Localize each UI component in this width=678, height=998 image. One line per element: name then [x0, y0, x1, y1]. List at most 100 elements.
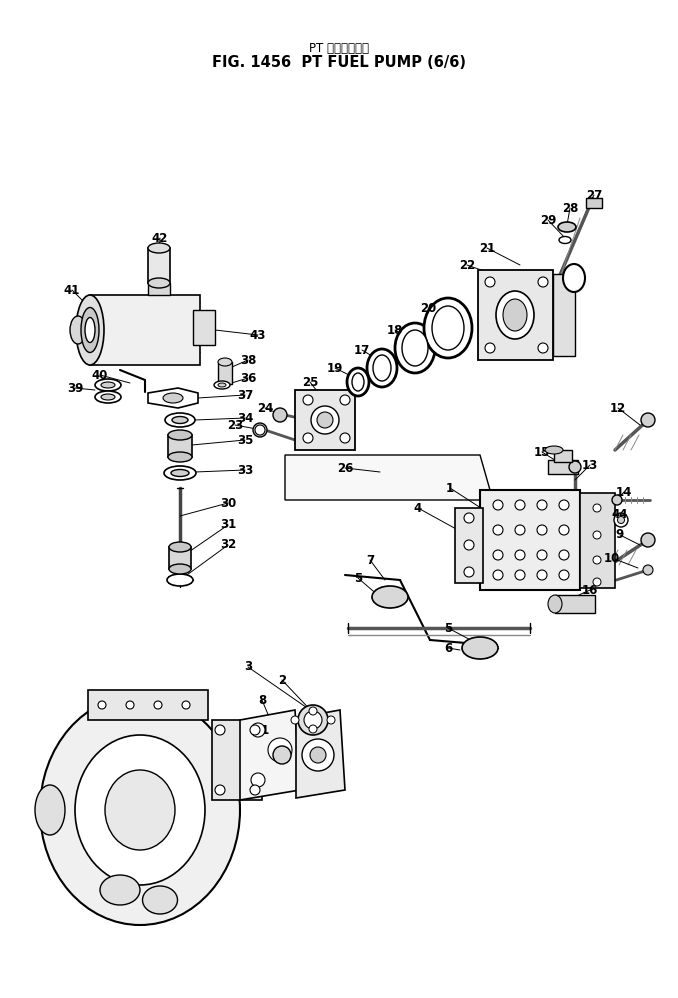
Circle shape: [559, 570, 569, 580]
Ellipse shape: [169, 542, 191, 552]
Text: 17: 17: [354, 343, 370, 356]
Ellipse shape: [317, 412, 333, 428]
Circle shape: [493, 500, 503, 510]
Circle shape: [464, 567, 474, 577]
Ellipse shape: [298, 705, 328, 735]
Text: 33: 33: [237, 463, 253, 476]
Text: 36: 36: [240, 371, 256, 384]
Ellipse shape: [402, 330, 428, 366]
Circle shape: [537, 525, 547, 535]
Text: 24: 24: [257, 401, 273, 414]
Text: 37: 37: [237, 388, 253, 401]
Ellipse shape: [167, 574, 193, 586]
Circle shape: [537, 500, 547, 510]
Ellipse shape: [85, 317, 95, 342]
Ellipse shape: [347, 368, 369, 396]
Bar: [90, 295, 200, 365]
Text: 2: 2: [278, 674, 286, 687]
Text: 31: 31: [220, 519, 236, 532]
Circle shape: [612, 495, 622, 505]
Polygon shape: [148, 388, 198, 408]
Circle shape: [303, 433, 313, 443]
Circle shape: [268, 738, 292, 762]
Circle shape: [538, 277, 548, 287]
Ellipse shape: [373, 355, 391, 381]
Circle shape: [154, 701, 162, 709]
Circle shape: [309, 725, 317, 733]
Circle shape: [250, 785, 260, 795]
Ellipse shape: [545, 446, 563, 454]
Text: 14: 14: [616, 485, 632, 498]
Ellipse shape: [214, 381, 230, 389]
Text: 12: 12: [610, 401, 626, 414]
Ellipse shape: [503, 299, 527, 331]
Bar: [586, 198, 602, 208]
Circle shape: [569, 461, 581, 473]
Text: 20: 20: [420, 301, 436, 314]
Circle shape: [537, 550, 547, 560]
Ellipse shape: [40, 695, 240, 925]
Ellipse shape: [273, 408, 287, 422]
Ellipse shape: [76, 295, 104, 365]
Bar: [580, 493, 615, 588]
Circle shape: [515, 500, 525, 510]
Ellipse shape: [168, 452, 192, 462]
Circle shape: [126, 701, 134, 709]
Circle shape: [291, 716, 299, 724]
Ellipse shape: [548, 595, 562, 613]
Bar: [169, 547, 191, 569]
Circle shape: [538, 343, 548, 353]
Text: 5: 5: [444, 622, 452, 635]
Ellipse shape: [563, 264, 585, 292]
Ellipse shape: [169, 564, 191, 574]
Text: 29: 29: [540, 214, 556, 227]
Ellipse shape: [432, 306, 464, 350]
Ellipse shape: [614, 513, 628, 527]
Ellipse shape: [496, 291, 534, 339]
Text: 8: 8: [258, 694, 266, 707]
Text: 11: 11: [254, 724, 270, 737]
Circle shape: [641, 533, 655, 547]
Circle shape: [251, 723, 265, 737]
Text: 9: 9: [616, 529, 624, 542]
Ellipse shape: [101, 382, 115, 388]
Circle shape: [327, 716, 335, 724]
Polygon shape: [296, 710, 345, 798]
Circle shape: [593, 531, 601, 539]
Ellipse shape: [618, 517, 624, 524]
Circle shape: [250, 725, 260, 735]
Text: 23: 23: [227, 418, 243, 431]
Text: 18: 18: [387, 323, 403, 336]
Text: 41: 41: [64, 283, 80, 296]
Text: 22: 22: [459, 258, 475, 271]
Text: 38: 38: [240, 353, 256, 366]
Circle shape: [593, 556, 601, 564]
Text: 28: 28: [562, 202, 578, 215]
Circle shape: [464, 513, 474, 523]
Circle shape: [559, 500, 569, 510]
Text: 32: 32: [220, 539, 236, 552]
Ellipse shape: [311, 406, 339, 434]
Circle shape: [515, 570, 525, 580]
Ellipse shape: [372, 586, 408, 608]
Ellipse shape: [148, 243, 170, 253]
Circle shape: [251, 773, 265, 787]
Ellipse shape: [558, 222, 576, 232]
Ellipse shape: [462, 637, 498, 659]
Text: 30: 30: [220, 496, 236, 510]
Text: 15: 15: [534, 445, 550, 458]
Circle shape: [215, 785, 225, 795]
Circle shape: [485, 277, 495, 287]
Circle shape: [593, 578, 601, 586]
Ellipse shape: [148, 278, 170, 288]
Ellipse shape: [70, 316, 86, 344]
Text: 21: 21: [479, 242, 495, 254]
Text: 26: 26: [337, 461, 353, 474]
Circle shape: [310, 747, 326, 763]
Circle shape: [340, 395, 350, 405]
Text: 3: 3: [244, 661, 252, 674]
Text: FIG. 1456  PT FUEL PUMP (6/6): FIG. 1456 PT FUEL PUMP (6/6): [212, 55, 466, 70]
Circle shape: [593, 504, 601, 512]
Bar: [193, 310, 215, 345]
Ellipse shape: [304, 711, 322, 729]
